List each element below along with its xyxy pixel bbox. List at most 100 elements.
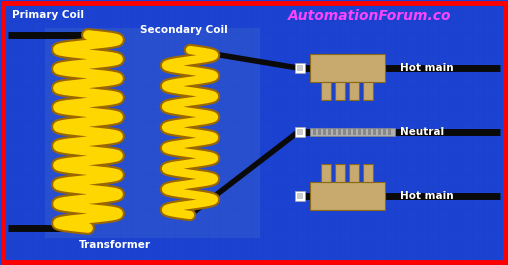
Bar xyxy=(209,77,219,87)
Bar xyxy=(209,253,219,263)
Bar xyxy=(209,99,219,109)
Bar xyxy=(374,154,384,164)
Bar xyxy=(352,220,362,230)
Bar xyxy=(321,82,331,100)
Bar xyxy=(297,99,307,109)
Bar xyxy=(286,143,296,153)
Bar xyxy=(0,77,10,87)
Bar xyxy=(209,110,219,120)
Bar xyxy=(495,253,505,263)
Bar xyxy=(396,110,406,120)
Bar xyxy=(374,264,384,265)
Bar xyxy=(143,66,153,76)
Bar xyxy=(165,99,175,109)
Bar xyxy=(495,110,505,120)
Bar xyxy=(132,22,142,32)
Bar xyxy=(220,209,230,219)
Bar xyxy=(310,182,385,210)
Bar xyxy=(353,129,356,135)
Bar xyxy=(99,187,109,197)
Bar xyxy=(319,154,329,164)
Bar xyxy=(121,77,131,87)
Bar xyxy=(66,121,76,131)
Bar xyxy=(143,154,153,164)
Bar xyxy=(209,121,219,131)
Bar xyxy=(297,0,307,10)
Bar xyxy=(110,154,120,164)
Bar xyxy=(165,187,175,197)
Bar xyxy=(462,264,472,265)
Bar xyxy=(209,242,219,252)
Bar xyxy=(66,231,76,241)
Bar xyxy=(165,154,175,164)
Bar xyxy=(495,66,505,76)
Bar xyxy=(11,220,21,230)
Bar xyxy=(341,209,351,219)
Bar xyxy=(99,77,109,87)
Bar xyxy=(110,143,120,153)
Bar xyxy=(374,220,384,230)
Bar xyxy=(231,0,241,10)
Bar xyxy=(352,242,362,252)
Bar xyxy=(11,264,21,265)
Bar xyxy=(44,99,54,109)
Bar xyxy=(319,187,329,197)
Bar xyxy=(132,176,142,186)
Bar xyxy=(429,165,439,175)
Bar xyxy=(297,242,307,252)
Bar xyxy=(429,66,439,76)
Bar xyxy=(374,110,384,120)
Bar xyxy=(154,143,164,153)
Bar xyxy=(352,99,362,109)
Bar xyxy=(33,110,43,120)
Bar xyxy=(66,242,76,252)
Bar xyxy=(418,66,428,76)
Bar xyxy=(110,187,120,197)
Bar xyxy=(242,33,252,43)
Bar xyxy=(0,154,10,164)
Bar xyxy=(0,66,10,76)
Bar xyxy=(220,55,230,65)
Bar xyxy=(473,176,483,186)
Bar xyxy=(44,209,54,219)
Bar xyxy=(33,11,43,21)
Bar xyxy=(143,176,153,186)
Bar xyxy=(220,187,230,197)
Bar xyxy=(440,209,450,219)
Bar xyxy=(242,165,252,175)
Bar xyxy=(121,99,131,109)
Bar xyxy=(297,193,303,199)
Bar xyxy=(313,129,316,135)
Bar xyxy=(187,110,197,120)
Bar xyxy=(132,187,142,197)
Bar xyxy=(165,253,175,263)
Bar xyxy=(88,22,98,32)
Bar xyxy=(110,77,120,87)
Bar xyxy=(0,33,10,43)
Bar xyxy=(66,253,76,263)
Bar xyxy=(132,165,142,175)
Bar xyxy=(297,132,307,142)
Bar xyxy=(407,110,417,120)
Bar xyxy=(242,253,252,263)
Bar xyxy=(143,77,153,87)
Bar xyxy=(506,121,508,131)
Bar xyxy=(385,176,395,186)
Bar xyxy=(121,242,131,252)
Bar xyxy=(407,176,417,186)
Bar xyxy=(495,44,505,54)
Bar xyxy=(396,121,406,131)
Bar xyxy=(396,99,406,109)
Bar xyxy=(77,99,87,109)
Bar xyxy=(451,264,461,265)
Bar xyxy=(121,66,131,76)
Bar xyxy=(44,220,54,230)
Bar xyxy=(22,110,32,120)
Bar xyxy=(429,253,439,263)
Bar xyxy=(176,110,186,120)
Bar xyxy=(374,187,384,197)
Bar xyxy=(0,11,10,21)
Bar xyxy=(121,154,131,164)
Bar xyxy=(308,209,318,219)
Bar xyxy=(264,231,274,241)
